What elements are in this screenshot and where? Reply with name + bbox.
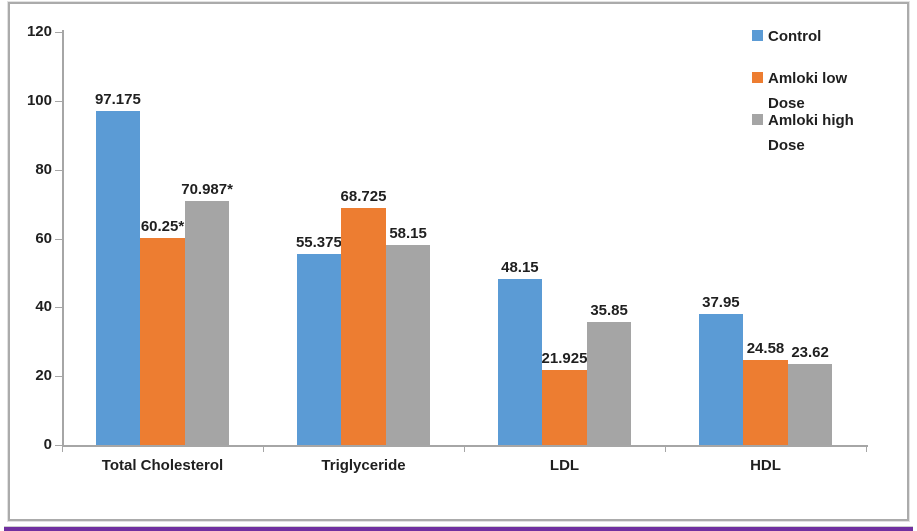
x-axis-tick: [263, 445, 264, 452]
legend-item: Control: [752, 24, 860, 49]
y-axis-tick-label: 40: [35, 298, 52, 316]
legend-item: Amloki low Dose: [752, 66, 860, 116]
x-axis-category-label: Total Cholesterol: [101, 457, 224, 474]
y-axis-tick-label: 20: [35, 367, 52, 385]
bar: [184, 200, 230, 445]
bar-value-label: 58.15: [389, 224, 427, 242]
bar: [497, 279, 543, 445]
bar-value-label: 70.987*: [181, 180, 233, 198]
y-axis-tick: [55, 445, 62, 446]
y-axis-tick-label: 80: [35, 160, 52, 178]
y-axis-tick: [55, 238, 62, 240]
y-axis-tick-label: 120: [26, 23, 52, 40]
y-axis-line: [62, 30, 64, 447]
bar: [698, 314, 744, 445]
bar-value-label: 37.95: [702, 294, 740, 312]
y-axis-tick-label: 100: [26, 91, 52, 109]
x-axis-tick: [665, 445, 666, 452]
bar: [743, 360, 788, 445]
bar: [341, 208, 386, 445]
bar: [296, 254, 342, 445]
x-axis-line: [62, 445, 868, 447]
y-axis-tick: [55, 376, 62, 378]
y-axis-tick: [55, 307, 62, 309]
bar-value-label: 48.15: [501, 259, 539, 277]
y-axis-tick: [55, 100, 62, 102]
legend-swatch: [752, 114, 763, 125]
bar: [140, 237, 185, 445]
bar-value-label: 24.58: [746, 340, 785, 358]
legend-item: Amloki high Dose: [752, 108, 860, 158]
legend-label: Amloki high Dose: [768, 112, 854, 154]
bar-value-label: 55.375: [295, 234, 342, 252]
x-axis-category-label: HDL: [750, 457, 781, 474]
bar-value-label: 21.925: [541, 349, 588, 367]
legend-label: Control: [768, 28, 822, 45]
y-axis-tick-label: 60: [35, 229, 52, 247]
bar: [586, 321, 632, 445]
bar-value-label: 60.25*: [140, 217, 185, 235]
bar: [385, 244, 431, 445]
x-axis-category-label: Triglyceride: [321, 457, 406, 474]
bar-value-label: 23.62: [791, 343, 829, 361]
bar-value-label: 35.85: [590, 301, 628, 319]
bar-value-label: 97.175: [94, 90, 141, 108]
legend-swatch: [752, 30, 763, 41]
bar-value-label: 68.725: [340, 188, 387, 206]
y-axis-tick: [55, 169, 62, 171]
x-axis-tick: [866, 445, 867, 452]
x-axis-category-label: LDL: [549, 457, 580, 474]
bar: [542, 369, 587, 445]
bottom-accent-bar: [4, 526, 913, 531]
legend-label: Amloki low Dose: [768, 70, 848, 112]
x-axis-tick: [62, 445, 63, 452]
bar: [95, 110, 141, 445]
y-axis-tick-label: 0: [43, 436, 52, 453]
bar: [787, 363, 833, 445]
y-axis-tick: [55, 32, 62, 33]
legend-swatch: [752, 72, 763, 83]
x-axis-tick: [464, 445, 465, 452]
